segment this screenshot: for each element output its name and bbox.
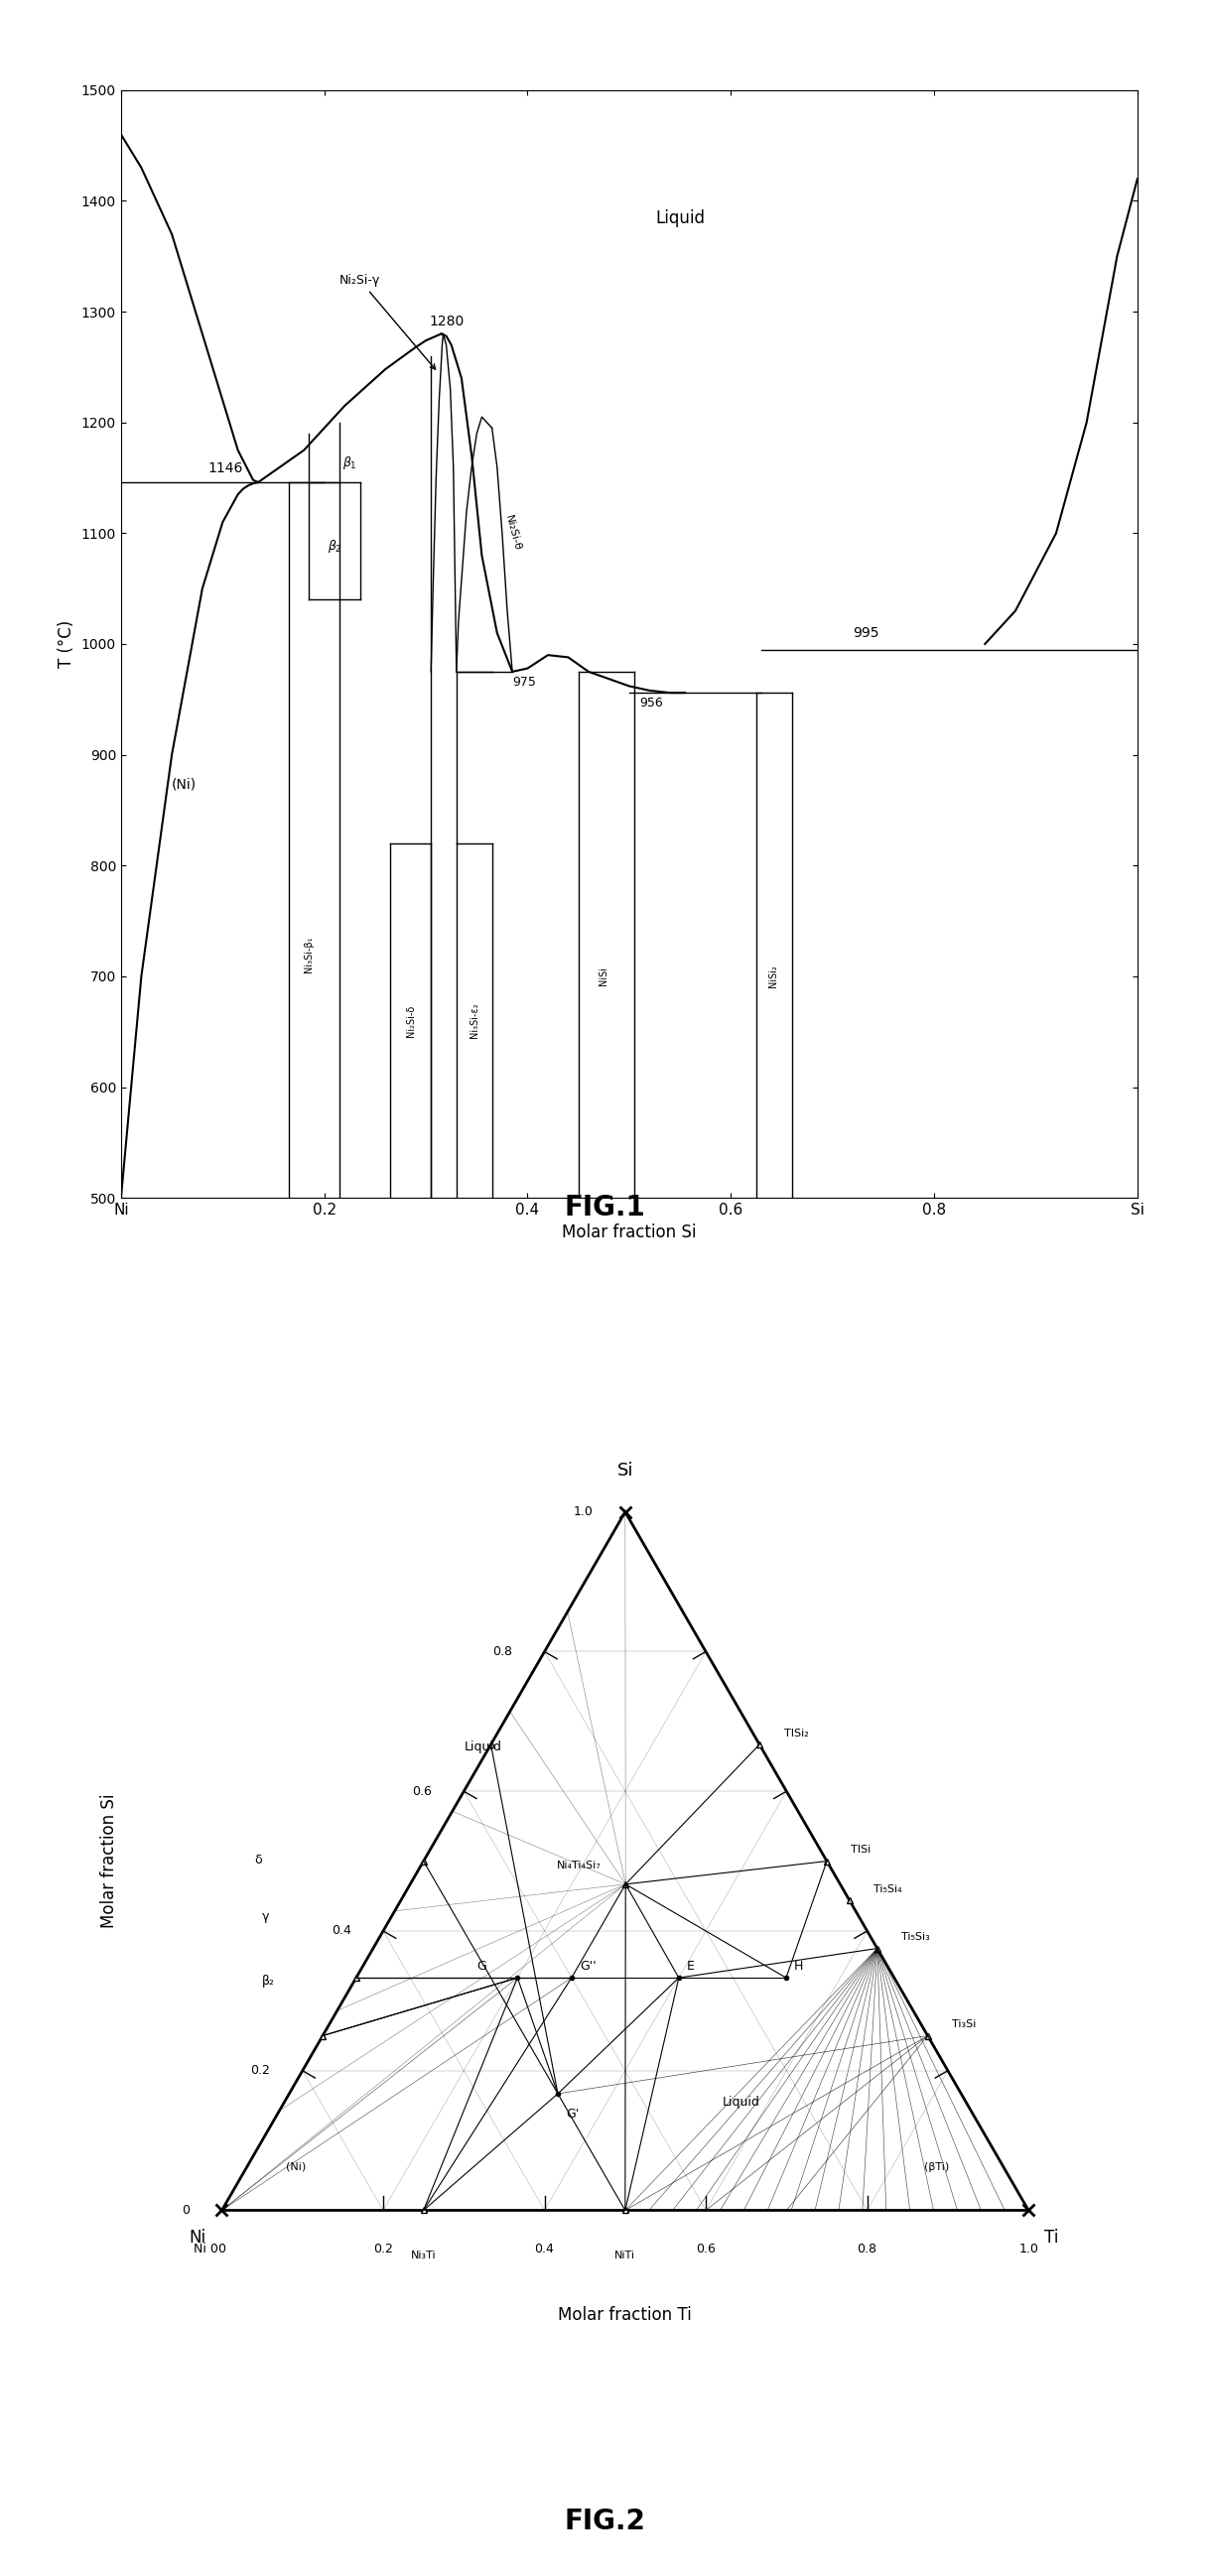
Text: 0.2: 0.2 [250, 2063, 270, 2076]
Text: TISi₂: TISi₂ [784, 1728, 808, 1739]
Text: 0.6: 0.6 [696, 2244, 715, 2257]
Text: Ti₅Si₃: Ti₅Si₃ [901, 1932, 930, 1942]
Text: Molar fraction Ti: Molar fraction Ti [558, 2306, 692, 2324]
Text: 0: 0 [218, 2244, 226, 2257]
Text: FIG.2: FIG.2 [564, 2509, 646, 2535]
Text: H: H [794, 1960, 803, 1973]
Text: 1146: 1146 [208, 461, 243, 477]
Text: 1280: 1280 [428, 314, 463, 327]
Text: NiSi₂: NiSi₂ [768, 966, 778, 987]
Text: Ni₂Si-θ: Ni₂Si-θ [503, 515, 522, 551]
Text: Ni₄Ti₄Si₇: Ni₄Ti₄Si₇ [557, 1860, 601, 1870]
Text: Ni₃Si-ε₂: Ni₃Si-ε₂ [469, 1002, 479, 1038]
Text: Molar fraction Si: Molar fraction Si [100, 1793, 117, 1929]
Text: Liquid: Liquid [463, 1741, 501, 1754]
Text: 956: 956 [639, 696, 663, 708]
Text: $\beta_1$: $\beta_1$ [342, 456, 357, 471]
Text: Ni 0: Ni 0 [194, 2244, 218, 2257]
Text: Ti₅Si₄: Ti₅Si₄ [874, 1883, 901, 1893]
Text: Ti: Ti [1044, 2228, 1059, 2246]
Text: Ni₂Si-δ: Ni₂Si-δ [405, 1005, 416, 1036]
Text: δ: δ [254, 1855, 261, 1868]
Text: 0.6: 0.6 [411, 1785, 432, 1798]
Text: Ni₃Si-β₁: Ni₃Si-β₁ [304, 935, 315, 971]
Text: Ni₃Ti: Ni₃Ti [410, 2251, 437, 2262]
Text: Liquid: Liquid [722, 2094, 760, 2110]
Text: G': G' [566, 2107, 580, 2120]
Text: Ni: Ni [189, 2228, 206, 2246]
Text: 995: 995 [853, 626, 880, 641]
Text: $\beta_2$: $\beta_2$ [327, 538, 341, 554]
Text: 0.8: 0.8 [492, 1646, 512, 1659]
Text: 0.8: 0.8 [857, 2244, 877, 2257]
Text: 0: 0 [182, 2205, 190, 2218]
Text: β₂: β₂ [263, 1976, 275, 1989]
Text: 1.0: 1.0 [574, 1504, 593, 1517]
Text: Liquid: Liquid [655, 209, 705, 227]
Text: G'': G'' [580, 1960, 597, 1973]
X-axis label: Molar fraction Si: Molar fraction Si [561, 1224, 697, 1242]
Text: 1.0: 1.0 [1019, 2244, 1038, 2257]
Text: NiSi: NiSi [599, 966, 609, 987]
Text: NiTi: NiTi [615, 2251, 635, 2262]
Text: (Ni): (Ni) [287, 2161, 306, 2172]
Text: Ni₂Si-γ: Ni₂Si-γ [340, 273, 436, 368]
Text: (βTi): (βTi) [923, 2161, 949, 2172]
Y-axis label: T (°C): T (°C) [58, 621, 76, 667]
Text: G: G [477, 1960, 486, 1973]
Text: 0.2: 0.2 [374, 2244, 393, 2257]
Text: Si: Si [617, 1461, 633, 1479]
Text: 0.4: 0.4 [332, 1924, 351, 1937]
Text: E: E [687, 1960, 695, 1973]
Text: 975: 975 [512, 675, 536, 688]
Text: 0.4: 0.4 [535, 2244, 554, 2257]
Text: (Ni): (Ni) [172, 778, 197, 791]
Text: γ: γ [263, 1909, 270, 1924]
Text: FIG.1: FIG.1 [564, 1195, 646, 1221]
Text: Ti₃Si: Ti₃Si [952, 2020, 976, 2030]
Text: TISi: TISi [851, 1844, 871, 1855]
